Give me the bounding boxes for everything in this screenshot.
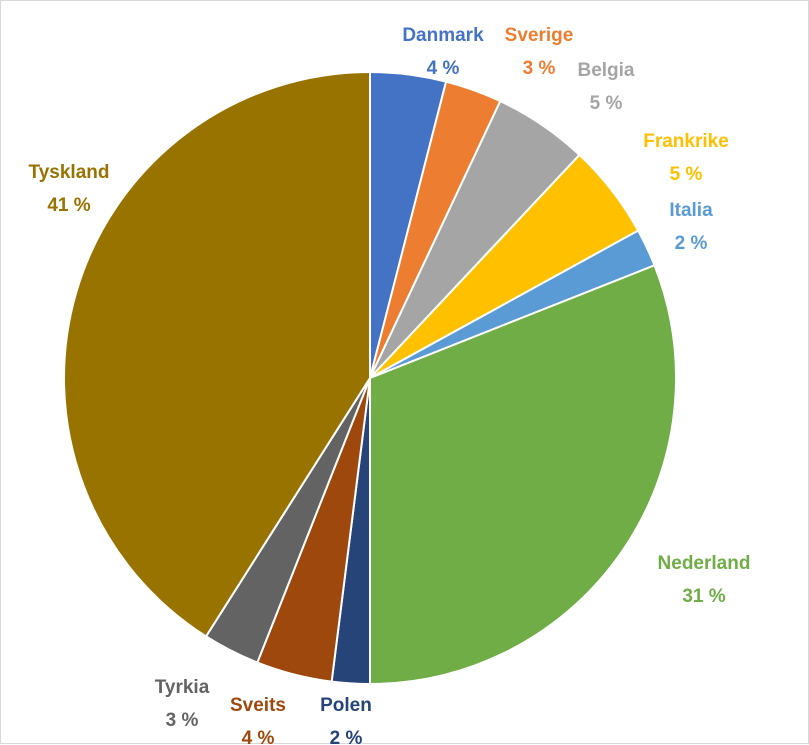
slice-value-sverige: 3 %: [523, 58, 556, 79]
pie-data-labels: Danmark 4 % Sverige 3 % Belgia 5 % Frankrike 5 …: [29, 25, 751, 745]
slice-value-sveits: 4 %: [242, 728, 275, 745]
slice-label-sverige: Sverige: [505, 25, 574, 46]
slice-label-frankrike: Frankrike: [643, 131, 729, 152]
slice-value-tyrkia: 3 %: [166, 710, 199, 731]
slice-label-danmark: Danmark: [402, 25, 484, 46]
pie-slice-tyskland: [63, 70, 371, 638]
slice-value-frankrike: 5 %: [670, 164, 703, 185]
slice-label-sveits: Sveits: [230, 695, 286, 716]
slice-label-belgia: Belgia: [577, 60, 634, 81]
slice-value-italia: 2 %: [675, 233, 708, 254]
slice-label-tyrkia: Tyrkia: [155, 677, 210, 698]
pie-slice-nederland: [369, 264, 677, 686]
slice-value-belgia: 5 %: [590, 93, 623, 114]
slice-value-tyskland: 41 %: [47, 195, 90, 216]
slice-value-polen: 2 %: [330, 728, 363, 745]
slice-label-polen: Polen: [320, 695, 372, 716]
pie-slices: [63, 70, 677, 686]
slice-value-nederland: 31 %: [682, 586, 725, 607]
slice-label-tyskland: Tyskland: [29, 162, 110, 183]
slice-value-danmark: 4 %: [427, 58, 460, 79]
slice-label-italia: Italia: [669, 200, 713, 221]
slice-label-nederland: Nederland: [658, 553, 751, 574]
